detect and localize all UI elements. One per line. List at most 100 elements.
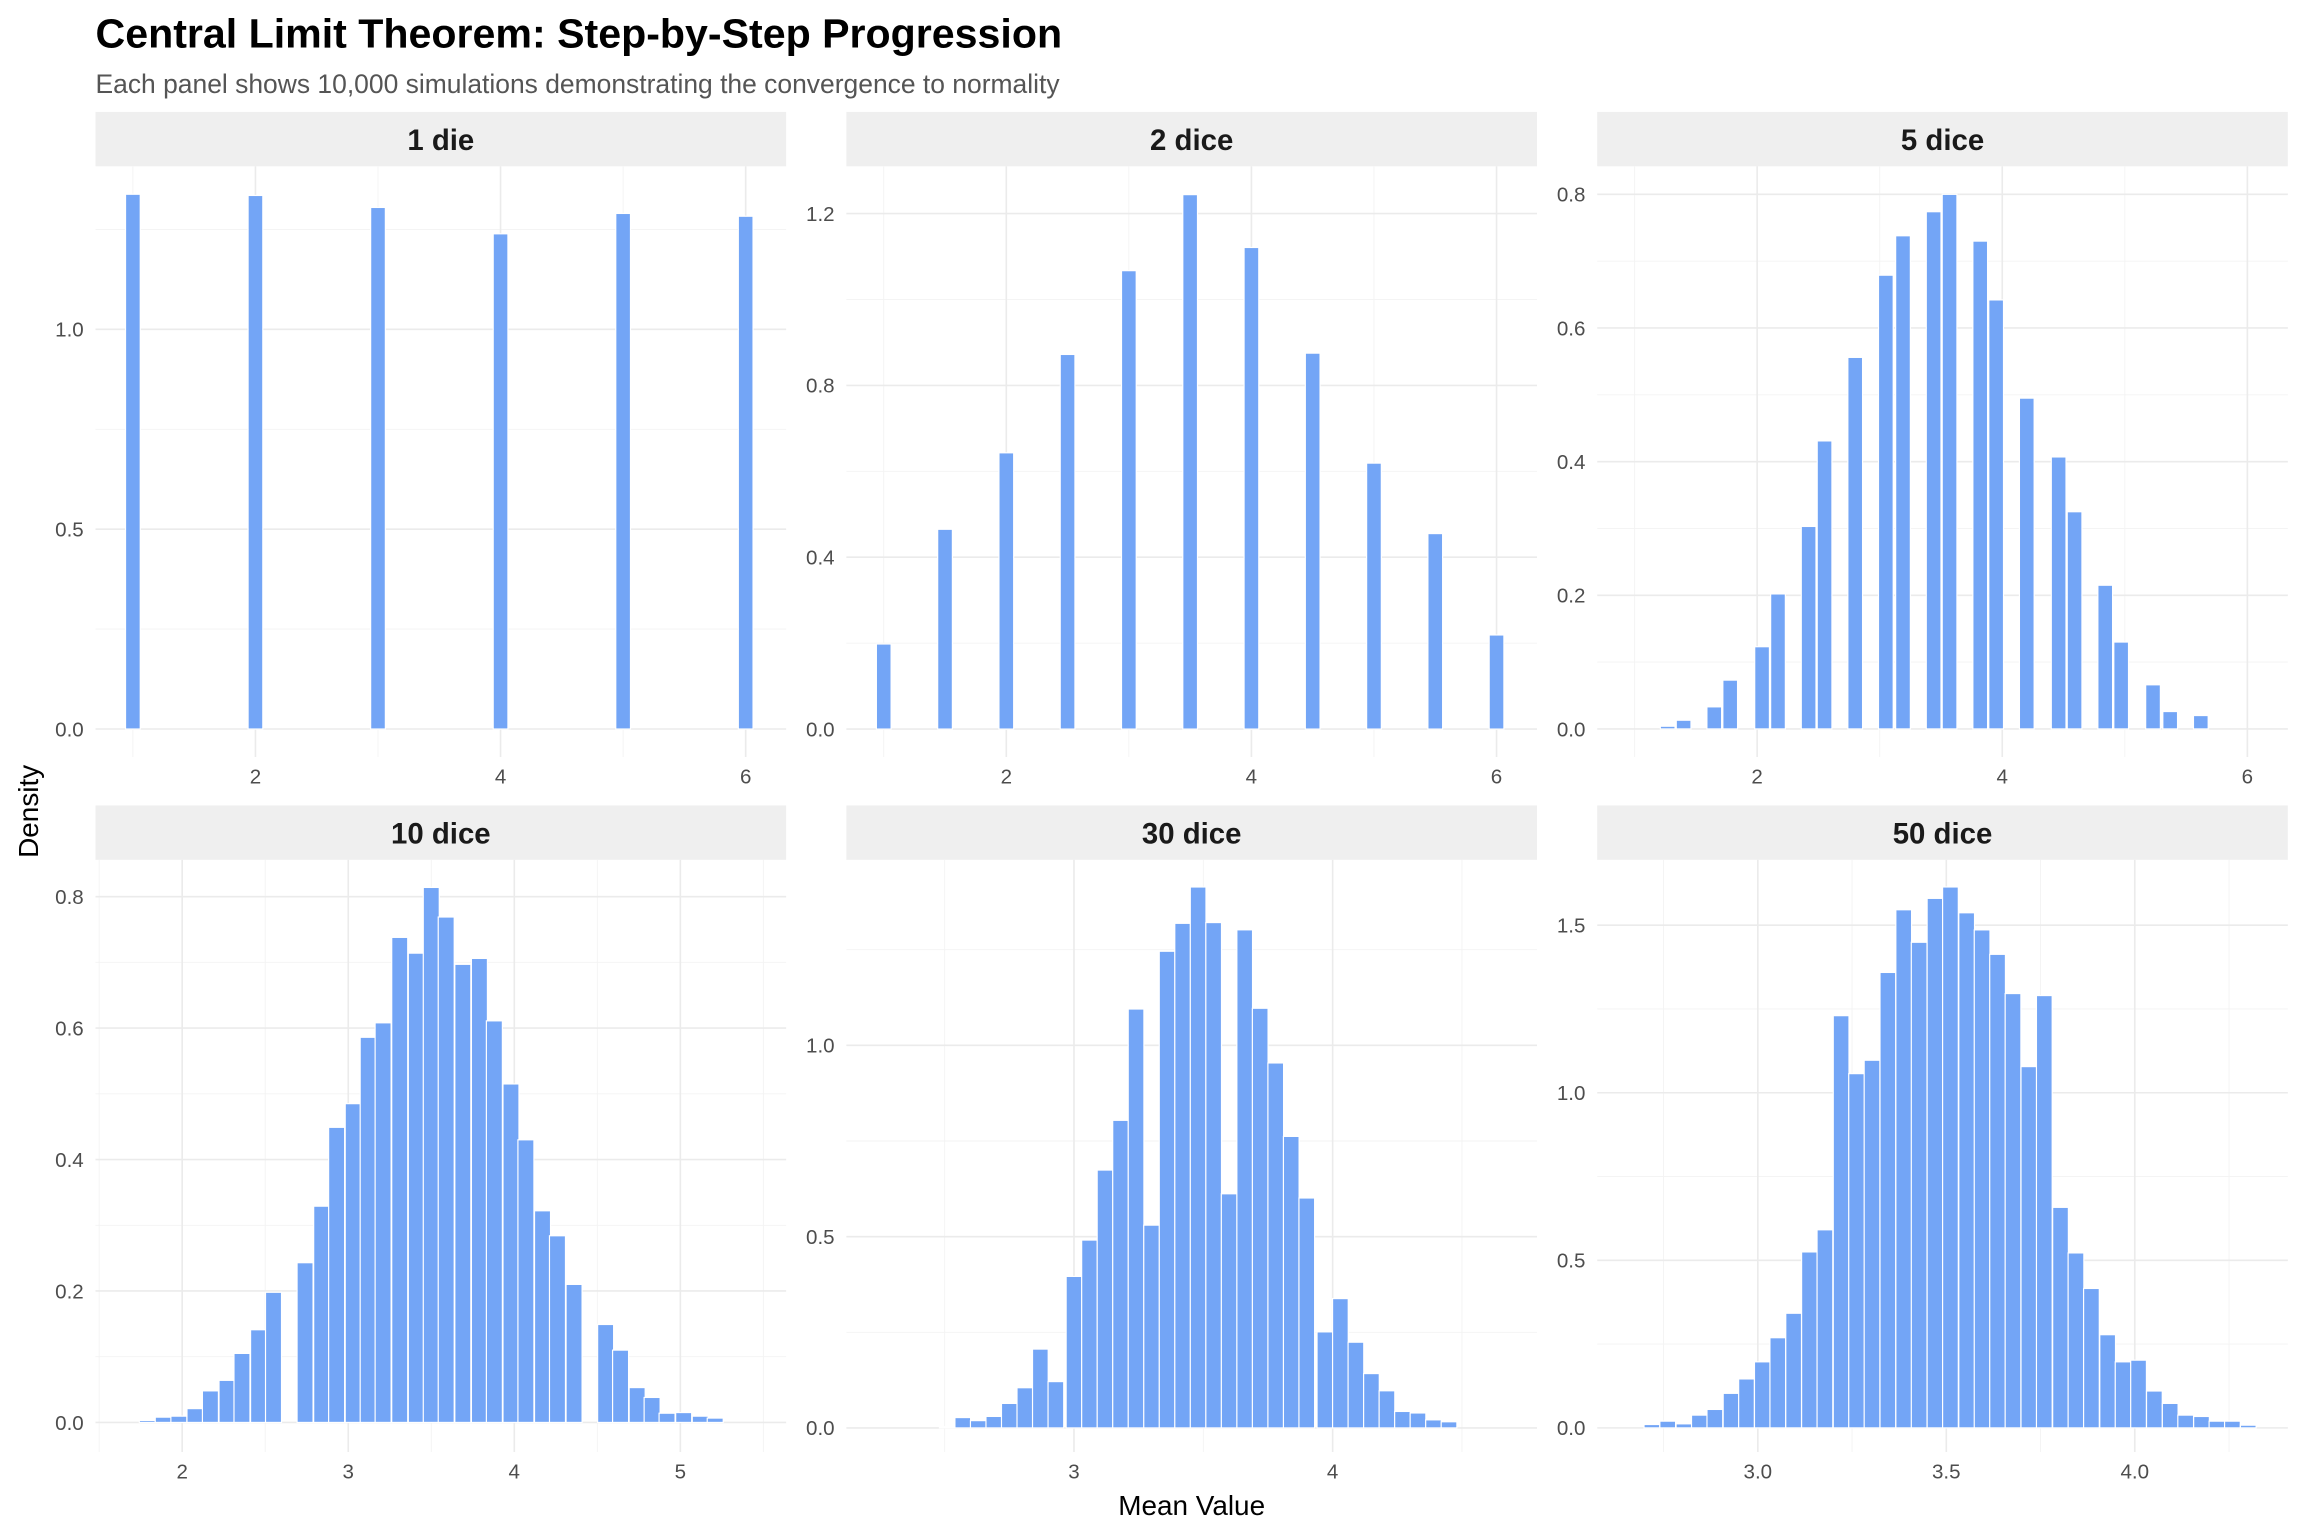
histogram-bar [2113, 641, 2130, 730]
histogram-bar [658, 1412, 676, 1424]
histogram-bar [1754, 646, 1771, 730]
histogram-bar [597, 1323, 615, 1424]
panel-2-dice: 2 dice 0.0 0.4 0.8 1.2 2 4 6 [806, 111, 1537, 788]
histogram-bar [249, 1329, 268, 1424]
histogram-bar [186, 1408, 204, 1424]
histogram-bar [1753, 1361, 1771, 1429]
x-tick-label: 4 [1246, 765, 1257, 788]
histogram-bar [370, 206, 386, 730]
histogram-bar [1643, 1423, 1661, 1429]
histogram-bar [1801, 1251, 1818, 1429]
histogram-bar [1409, 1412, 1427, 1429]
x-tick-label: 3.0 [1744, 1460, 1773, 1483]
histogram-bar [1440, 1421, 1458, 1429]
panel-5-dice: 5 dice 0.0 0.2 0.4 0.6 0.8 2 4 6 [1557, 111, 2288, 788]
histogram-bar [1800, 525, 1817, 730]
histogram-bar [313, 1205, 331, 1424]
histogram-bar [1958, 912, 1976, 1429]
histogram-bar [1863, 1059, 1881, 1429]
histogram-bar [1816, 1229, 1834, 1429]
histogram-bar [875, 643, 892, 730]
histogram-bar [1174, 922, 1192, 1429]
facet-strip-label: 10 dice [391, 818, 491, 851]
histogram-bar [2208, 1420, 2226, 1429]
histogram-bar [1112, 1119, 1129, 1429]
histogram-bar [422, 886, 440, 1424]
y-tick-label: 0.0 [806, 1417, 835, 1440]
histogram-bar [1847, 356, 1864, 730]
x-tick-label: 5 [675, 1460, 686, 1483]
histogram-bar [2162, 710, 2179, 730]
x-axis-label: Mean Value [1118, 1490, 1265, 1521]
histogram-bar [170, 1415, 188, 1424]
histogram-bar [492, 233, 509, 730]
histogram-bar [1366, 462, 1382, 730]
histogram-bar [2067, 1252, 2085, 1429]
histogram-bar [154, 1416, 172, 1424]
y-tick-label: 0.0 [55, 718, 84, 741]
histogram-bar [2035, 994, 2053, 1429]
y-tick-label: 1.0 [55, 319, 84, 342]
histogram-bar [998, 452, 1015, 730]
histogram-bar [1304, 352, 1321, 730]
panel-50-dice: 50 dice 0.0 0.5 1.0 1.5 3.0 3.5 4.0 [1557, 805, 2288, 1483]
histogram-bar [1182, 194, 1199, 730]
y-tick-label: 0.4 [55, 1149, 84, 1172]
histogram-bar [1988, 299, 2005, 730]
histogram-bar [1722, 679, 1739, 730]
histogram-bar [706, 1417, 724, 1424]
histogram-bar [470, 957, 489, 1424]
facet-strip [846, 805, 1537, 860]
histogram-bar [1127, 1008, 1145, 1429]
facet-strip [1597, 111, 2288, 167]
y-tick-label: 0.6 [55, 1017, 84, 1040]
histogram-bar [296, 1262, 314, 1424]
histogram-bar [1267, 1062, 1285, 1429]
x-tick-label: 4.0 [2120, 1460, 2149, 1483]
histogram-bar [1722, 1392, 1740, 1429]
histogram-bar [1879, 971, 1897, 1429]
histogram-bar [2099, 1334, 2117, 1429]
histogram-bar [124, 193, 141, 730]
histogram-bar [1972, 240, 1989, 730]
histogram-bar [2020, 1066, 2038, 1429]
x-tick-label: 6 [2242, 765, 2253, 788]
histogram-bar [1282, 1135, 1300, 1429]
panel-10-dice: 10 dice 0.0 0.2 0.4 0.6 0.8 2 3 4 5 [55, 805, 787, 1483]
x-tick-label: 4 [1327, 1460, 1338, 1483]
histogram-bar [485, 1020, 503, 1424]
histogram-bar [2193, 1415, 2210, 1429]
panel-1-die: 1 die 0.0 0.5 1.0 2 4 6 [55, 111, 787, 788]
histogram-bar [264, 1291, 283, 1424]
x-tick-label: 2 [176, 1460, 187, 1483]
histogram-bar [1941, 886, 1959, 1429]
y-tick-label: 0.0 [806, 718, 835, 741]
histogram-bar [1895, 909, 1913, 1429]
histogram-bar [1770, 593, 1786, 730]
y-tick-label: 0.8 [55, 886, 84, 909]
histogram-bar [1690, 1414, 1708, 1429]
y-tick-label: 0.0 [1557, 718, 1586, 741]
y-tick-label: 1.2 [806, 203, 835, 226]
histogram-bar [2177, 1414, 2195, 1429]
histogram-bar [1706, 706, 1723, 730]
histogram-bar [737, 215, 754, 730]
panel-30-dice: 30 dice 0.0 0.5 1.0 3 4 [806, 805, 1537, 1483]
x-tick-label: 4 [509, 1460, 520, 1483]
y-tick-label: 0.8 [1557, 184, 1586, 207]
facet-strip-label: 30 dice [1142, 818, 1242, 851]
histogram-bar [1848, 1073, 1866, 1429]
x-tick-label: 6 [740, 765, 751, 788]
histogram-bar [1832, 1015, 1850, 1429]
histogram-bar [1488, 634, 1505, 730]
histogram-bar [1427, 533, 1444, 730]
histogram-bar [407, 952, 425, 1424]
histogram-bar [1189, 886, 1207, 1429]
histogram-bar [565, 1283, 583, 1424]
histogram-bar [1081, 1239, 1098, 1429]
histogram-bar [247, 194, 264, 730]
histogram-bar [1000, 1402, 1018, 1429]
histogram-bar [1143, 1224, 1161, 1429]
y-tick-label: 0.5 [55, 519, 84, 542]
